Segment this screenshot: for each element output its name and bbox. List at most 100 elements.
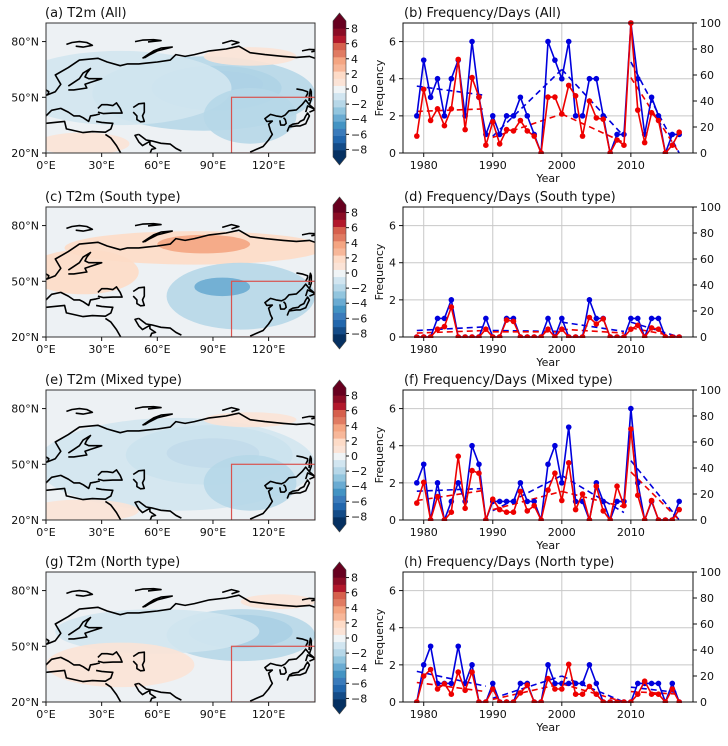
data-point-days: [469, 74, 475, 81]
data-point-days: [552, 470, 558, 477]
data-point-days: [441, 323, 448, 330]
colorbar-segment: [333, 655, 346, 664]
data-point-frequency: [552, 57, 558, 63]
colorbar-segment: [333, 240, 346, 249]
data-point-days: [427, 666, 434, 673]
coastline: [46, 304, 114, 318]
x-tick-label: 0°E: [36, 343, 55, 356]
data-point-frequency: [593, 75, 600, 82]
trend-line-frequency: [561, 675, 625, 703]
y2-tick-label: 60: [700, 618, 714, 631]
coastline: [249, 99, 315, 153]
colorbar-segment: [333, 149, 346, 158]
data-point-frequency: [579, 680, 586, 687]
data-point-frequency: [469, 38, 475, 45]
x-tick-label: 60°E: [144, 343, 170, 356]
coastline: [304, 105, 315, 113]
data-point-frequency: [455, 643, 462, 650]
coastline: [138, 500, 182, 519]
y2-tick-label: 60: [700, 436, 714, 449]
coastline: [97, 651, 123, 664]
data-point-days: [634, 107, 641, 113]
coastline: [104, 682, 157, 702]
trend-line-frequency: [492, 68, 563, 137]
colorbar-extend-bottom: [333, 157, 346, 165]
coastline: [249, 648, 315, 702]
data-point-frequency: [634, 75, 641, 82]
x-tick-label: 0°E: [36, 159, 55, 172]
data-point-frequency: [559, 75, 565, 82]
plot-frame: [402, 571, 694, 703]
x-tick-label: 90°E: [200, 526, 226, 539]
y-axis-label: Frequency: [373, 59, 386, 116]
y-tick-label: 50°N: [11, 91, 39, 104]
data-point-days: [510, 318, 517, 325]
data-point-frequency: [648, 94, 655, 101]
data-point-frequency: [420, 662, 427, 668]
data-point-days: [579, 691, 586, 697]
data-point-days: [614, 137, 620, 143]
y-tick-label: 6: [389, 585, 396, 598]
data-point-frequency: [669, 680, 676, 687]
data-point-frequency: [600, 498, 607, 505]
x-axis-label: Year: [535, 721, 560, 734]
colorbar-segment: [333, 298, 346, 306]
data-point-days: [669, 686, 676, 692]
colorbar-segment: [333, 481, 346, 489]
colorbar-segment: [333, 670, 346, 678]
colorbar-segment: [333, 509, 346, 518]
colorbar-tick-label: 2: [351, 435, 358, 448]
data-point-days: [648, 109, 655, 116]
data-point-frequency: [565, 38, 572, 45]
colorbar-segment: [333, 42, 346, 51]
data-point-days: [634, 492, 641, 499]
y-tick-label: 20°N: [11, 696, 39, 709]
data-point-days: [510, 128, 517, 134]
colorbar-segment: [333, 49, 346, 58]
data-point-days: [565, 661, 572, 668]
colorbar-segment: [333, 416, 346, 425]
colorbar-segment: [333, 114, 346, 122]
plot-area: [414, 643, 682, 703]
data-point-frequency: [628, 405, 634, 412]
coastline: [46, 455, 50, 463]
x-tick-label: 0°E: [36, 708, 55, 721]
data-point-days: [503, 317, 510, 323]
y-tick-label: 6: [389, 403, 396, 416]
trend-line-days: [561, 113, 625, 144]
colorbar-segment: [333, 226, 346, 235]
colorbar-segment: [333, 212, 346, 220]
colorbar-segment: [333, 663, 346, 671]
colorbar-segment: [333, 205, 346, 213]
coastline: [249, 283, 315, 337]
x-tick-label: 1980: [410, 526, 438, 539]
colorbar-segment: [333, 598, 346, 607]
y-tick-label: 0: [389, 514, 396, 527]
data-point-days: [565, 460, 572, 466]
data-point-frequency: [455, 480, 462, 486]
coastline: [296, 637, 309, 647]
data-point-frequency: [427, 94, 434, 101]
y-tick-label: 0: [389, 696, 396, 709]
data-point-frequency: [434, 315, 441, 322]
colorbar-tick-label: −8: [351, 510, 367, 523]
data-point-frequency: [441, 315, 448, 322]
y2-tick-label: 0: [700, 696, 707, 709]
x-tick-label: 1990: [479, 343, 507, 356]
coastline: [104, 133, 157, 153]
coastline: [286, 296, 311, 316]
data-point-days: [434, 493, 441, 500]
data-point-frequency: [648, 680, 655, 687]
coastline: [249, 466, 315, 520]
x-tick-label: 60°E: [144, 159, 170, 172]
data-point-frequency: [531, 498, 537, 505]
y-tick-label: 6: [389, 220, 396, 233]
data-point-days: [655, 691, 662, 697]
colorbar-segment: [333, 620, 346, 628]
data-point-days: [545, 487, 551, 493]
colorbar-tick-label: −4: [351, 297, 367, 310]
y-tick-label: 4: [389, 73, 396, 86]
data-point-days: [559, 326, 565, 333]
data-point-frequency: [503, 113, 510, 119]
colorbar-segment: [333, 35, 346, 43]
